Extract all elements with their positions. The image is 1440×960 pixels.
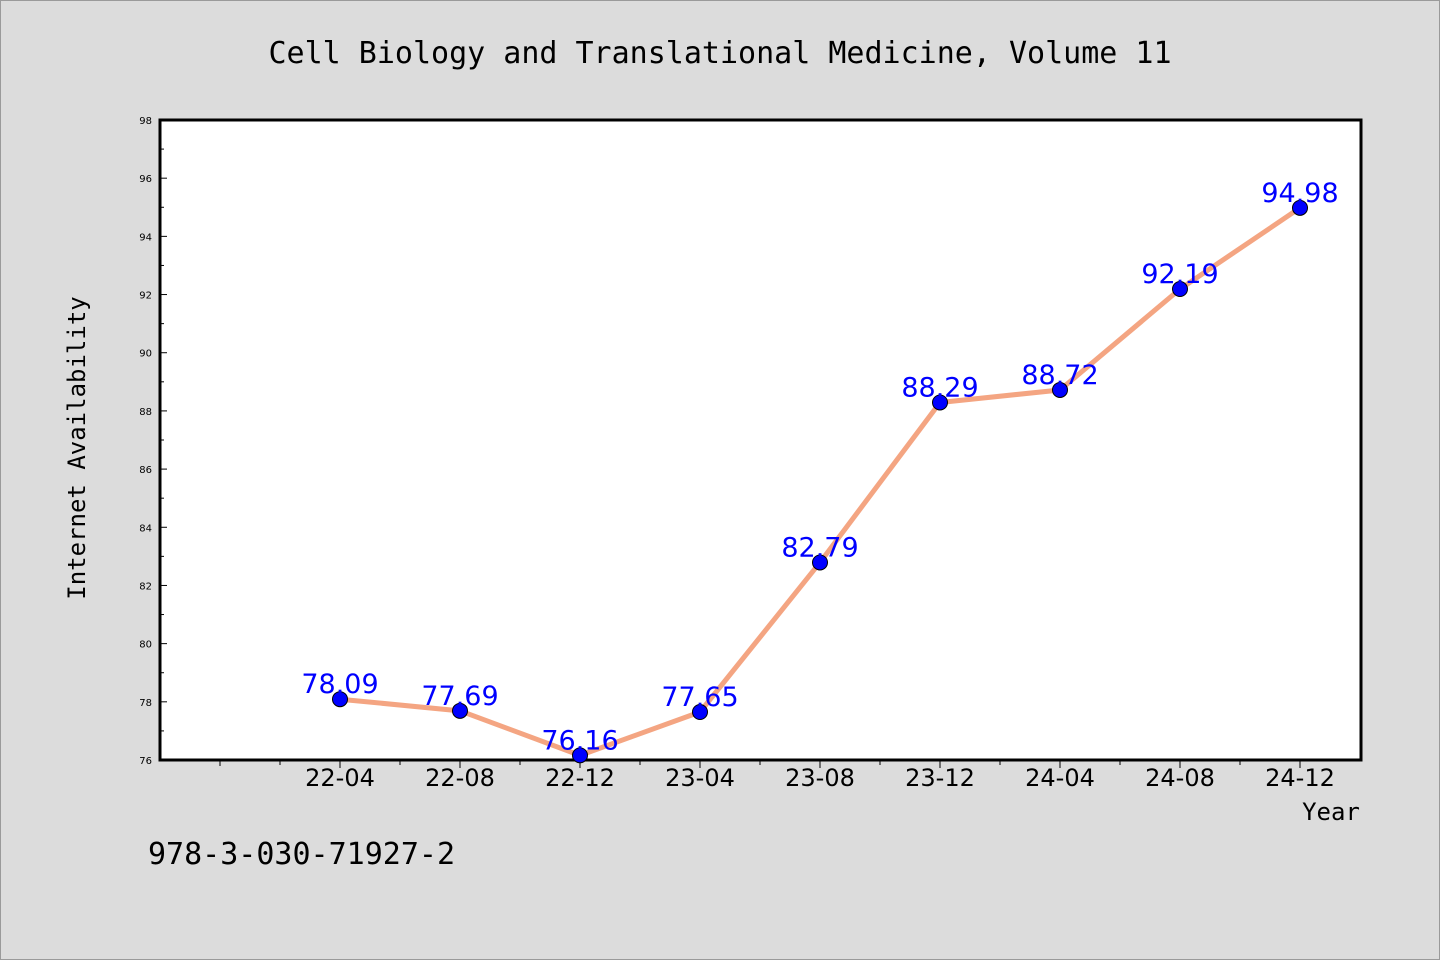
data-point [1292,199,1308,216]
y-tick-label: 90 [139,349,152,360]
y-axis: 76 78 80 82 84 86 88 90 92 94 96 98 [139,116,167,767]
data-point [452,702,468,719]
y-tick-label: 76 [139,756,152,767]
data-point [932,394,948,411]
data-label: 88.72 [1021,360,1098,391]
data-point [1172,281,1188,298]
data-label: 77.69 [421,681,498,712]
data-point [1052,381,1068,398]
x-tick-label: 24-08 [1145,764,1215,792]
y-tick-label: 98 [139,116,152,127]
series-layer: 78.09 77.69 76.16 77.65 82.79 88.29 88.72 92.19… [301,178,1339,764]
isbn-footnote: 978-3-030-71927-2 [148,837,455,872]
x-tick-label: 24-12 [1265,764,1335,792]
data-label: 77.65 [661,682,738,713]
data-label: 76.16 [541,725,618,756]
data-point [572,747,588,764]
data-label: 88.29 [901,372,978,403]
y-tick-label: 82 [139,581,152,592]
x-axis: 22-04 22-08 22-12 23-04 23-08 23-12 24-04 24-08… [219,760,1335,792]
data-label: 78.09 [301,669,378,700]
x-tick-label: 22-08 [425,764,495,792]
data-label: 92.19 [1141,259,1218,290]
data-label: 94.98 [1261,178,1338,209]
x-tick-label: 22-04 [305,764,375,792]
plot-area [158,118,1363,762]
y-tick-label: 92 [139,291,152,302]
data-point [692,704,708,720]
y-tick-label: 94 [139,232,152,243]
x-axis-label: Year [1302,798,1360,826]
x-tick-label: 24-04 [1025,764,1095,792]
y-tick-label: 84 [139,523,152,534]
x-tick-label: 23-12 [905,764,975,792]
data-point [812,554,828,571]
data-point [332,691,348,708]
x-tick-label: 22-12 [545,764,615,792]
y-axis-label: Internet Availability [63,296,91,599]
y-tick-label: 78 [139,698,152,709]
y-tick-label: 86 [139,465,152,476]
x-tick-label: 23-04 [665,764,735,792]
y-tick-label: 96 [139,174,152,185]
chart-title: Cell Biology and Translational Medicine,… [268,36,1171,71]
y-tick-label: 88 [139,407,152,418]
x-tick-label: 23-08 [785,764,855,792]
y-tick-label: 80 [139,640,152,651]
data-label: 82.79 [781,532,858,563]
